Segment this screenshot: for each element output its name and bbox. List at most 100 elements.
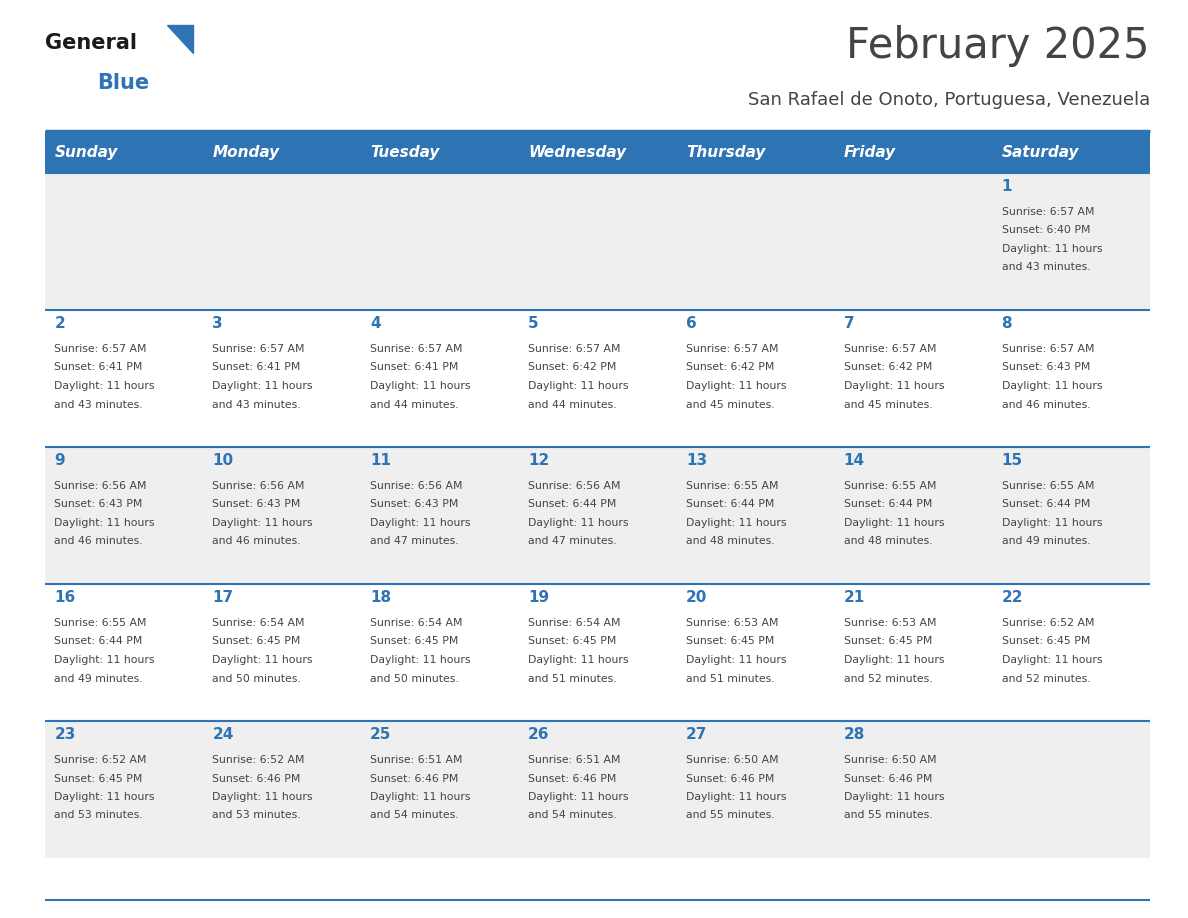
Text: Sunset: 6:43 PM: Sunset: 6:43 PM [55, 499, 143, 509]
Text: 10: 10 [213, 453, 234, 468]
Text: and 43 minutes.: and 43 minutes. [1001, 263, 1091, 273]
Text: and 55 minutes.: and 55 minutes. [843, 811, 933, 821]
Text: and 46 minutes.: and 46 minutes. [55, 536, 143, 546]
Bar [834, 173, 992, 310]
Text: Daylight: 11 hours: Daylight: 11 hours [371, 381, 470, 391]
Text: Daylight: 11 hours: Daylight: 11 hours [1001, 655, 1102, 665]
Text: Sunrise: 6:50 AM: Sunrise: 6:50 AM [843, 755, 936, 765]
Text: Daylight: 11 hours: Daylight: 11 hours [1001, 518, 1102, 528]
Bar [361, 584, 519, 721]
Text: and 51 minutes.: and 51 minutes. [685, 674, 775, 684]
Text: Sunrise: 6:55 AM: Sunrise: 6:55 AM [55, 618, 147, 628]
Text: 16: 16 [55, 590, 76, 605]
Text: 24: 24 [213, 727, 234, 742]
Text: Sunset: 6:45 PM: Sunset: 6:45 PM [527, 636, 617, 646]
Text: 18: 18 [371, 590, 391, 605]
Text: and 45 minutes.: and 45 minutes. [843, 399, 933, 409]
Text: and 52 minutes.: and 52 minutes. [843, 674, 933, 684]
Bar [676, 721, 834, 858]
Text: Sunrise: 6:57 AM: Sunrise: 6:57 AM [213, 344, 305, 354]
Text: Sunset: 6:46 PM: Sunset: 6:46 PM [527, 774, 617, 783]
Text: 4: 4 [371, 316, 381, 331]
Text: Sunrise: 6:50 AM: Sunrise: 6:50 AM [685, 755, 778, 765]
Text: Sunrise: 6:57 AM: Sunrise: 6:57 AM [55, 344, 147, 354]
Text: and 54 minutes.: and 54 minutes. [527, 811, 617, 821]
Bar [992, 310, 1150, 447]
Bar [361, 173, 519, 310]
Text: 1: 1 [1001, 179, 1012, 194]
Text: and 54 minutes.: and 54 minutes. [371, 811, 459, 821]
Text: 12: 12 [527, 453, 549, 468]
Text: Daylight: 11 hours: Daylight: 11 hours [685, 518, 786, 528]
Text: Sunrise: 6:54 AM: Sunrise: 6:54 AM [527, 618, 620, 628]
Text: Sunrise: 6:57 AM: Sunrise: 6:57 AM [843, 344, 936, 354]
Text: Sunset: 6:46 PM: Sunset: 6:46 PM [843, 774, 933, 783]
Text: Daylight: 11 hours: Daylight: 11 hours [527, 518, 628, 528]
Text: Daylight: 11 hours: Daylight: 11 hours [371, 655, 470, 665]
Text: Sunset: 6:46 PM: Sunset: 6:46 PM [371, 774, 459, 783]
Text: Sunrise: 6:52 AM: Sunrise: 6:52 AM [213, 755, 305, 765]
Text: and 52 minutes.: and 52 minutes. [1001, 674, 1091, 684]
Text: 19: 19 [527, 590, 549, 605]
Text: Daylight: 11 hours: Daylight: 11 hours [213, 381, 312, 391]
Bar [519, 721, 676, 858]
Text: Thursday: Thursday [685, 144, 765, 160]
Text: Daylight: 11 hours: Daylight: 11 hours [213, 518, 312, 528]
Text: Sunrise: 6:52 AM: Sunrise: 6:52 AM [55, 755, 147, 765]
Bar [676, 310, 834, 447]
Text: Sunset: 6:43 PM: Sunset: 6:43 PM [371, 499, 459, 509]
Text: Sunrise: 6:51 AM: Sunrise: 6:51 AM [371, 755, 462, 765]
Bar [519, 447, 676, 584]
Text: Sunrise: 6:51 AM: Sunrise: 6:51 AM [527, 755, 620, 765]
Text: and 47 minutes.: and 47 minutes. [527, 536, 617, 546]
Text: and 53 minutes.: and 53 minutes. [55, 811, 143, 821]
Bar [45, 584, 203, 721]
Text: Monday: Monday [213, 144, 279, 160]
Bar [203, 173, 361, 310]
Text: and 44 minutes.: and 44 minutes. [527, 399, 617, 409]
Text: Daylight: 11 hours: Daylight: 11 hours [1001, 244, 1102, 254]
Text: Daylight: 11 hours: Daylight: 11 hours [843, 792, 944, 802]
Text: and 53 minutes.: and 53 minutes. [213, 811, 301, 821]
Text: Sunset: 6:46 PM: Sunset: 6:46 PM [213, 774, 301, 783]
Text: Sunset: 6:41 PM: Sunset: 6:41 PM [213, 363, 301, 373]
Text: 21: 21 [843, 590, 865, 605]
Bar [203, 584, 361, 721]
Bar [45, 310, 203, 447]
Text: 27: 27 [685, 727, 707, 742]
Text: 14: 14 [843, 453, 865, 468]
Bar [992, 584, 1150, 721]
Bar [834, 131, 992, 173]
Text: Sunset: 6:45 PM: Sunset: 6:45 PM [843, 636, 933, 646]
Text: General: General [45, 33, 137, 53]
Bar [361, 721, 519, 858]
Text: Sunset: 6:44 PM: Sunset: 6:44 PM [527, 499, 617, 509]
Text: Saturday: Saturday [1001, 144, 1079, 160]
Text: 25: 25 [371, 727, 392, 742]
Text: Sunrise: 6:55 AM: Sunrise: 6:55 AM [685, 481, 778, 491]
Text: and 46 minutes.: and 46 minutes. [1001, 399, 1091, 409]
Bar [992, 173, 1150, 310]
Text: Daylight: 11 hours: Daylight: 11 hours [843, 381, 944, 391]
Text: Daylight: 11 hours: Daylight: 11 hours [843, 518, 944, 528]
Text: Sunrise: 6:52 AM: Sunrise: 6:52 AM [1001, 618, 1094, 628]
Bar [45, 721, 203, 858]
Text: Daylight: 11 hours: Daylight: 11 hours [213, 792, 312, 802]
Text: Daylight: 11 hours: Daylight: 11 hours [685, 381, 786, 391]
Bar [676, 447, 834, 584]
Text: Sunrise: 6:56 AM: Sunrise: 6:56 AM [527, 481, 620, 491]
Text: Sunset: 6:41 PM: Sunset: 6:41 PM [55, 363, 143, 373]
Text: 9: 9 [55, 453, 65, 468]
Text: Sunset: 6:42 PM: Sunset: 6:42 PM [843, 363, 933, 373]
Text: Sunset: 6:45 PM: Sunset: 6:45 PM [685, 636, 775, 646]
Text: and 46 minutes.: and 46 minutes. [213, 536, 301, 546]
Bar [676, 584, 834, 721]
Text: Sunrise: 6:57 AM: Sunrise: 6:57 AM [1001, 344, 1094, 354]
Text: 22: 22 [1001, 590, 1023, 605]
Text: Sunset: 6:44 PM: Sunset: 6:44 PM [55, 636, 143, 646]
Text: Daylight: 11 hours: Daylight: 11 hours [1001, 381, 1102, 391]
Bar [676, 173, 834, 310]
Text: 26: 26 [527, 727, 550, 742]
Bar [519, 584, 676, 721]
Bar [992, 447, 1150, 584]
